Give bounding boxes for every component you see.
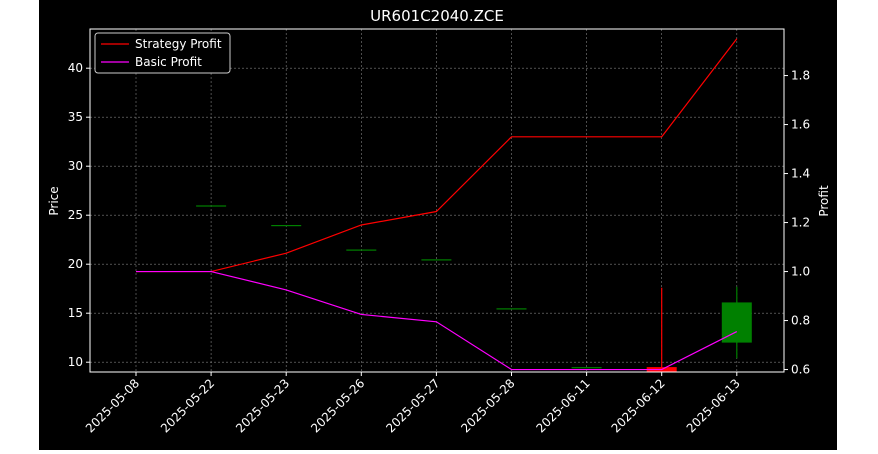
chart-title: UR601C2040.ZCE (370, 7, 504, 25)
legend: Strategy Profit Basic Profit (94, 32, 231, 74)
x-tick-label: 2025-05-22 (158, 376, 217, 435)
legend-box (94, 32, 231, 74)
y-left-tick-label: 40 (68, 61, 83, 75)
candle-body (571, 367, 602, 369)
y-right-tick-label: 0.6 (791, 363, 810, 377)
y-left-tick-label: 25 (68, 208, 83, 222)
candle-body (721, 302, 752, 343)
y-right-tick-label: 0.8 (791, 314, 810, 328)
candle-body (496, 308, 527, 310)
candle-body (421, 259, 452, 261)
y-right-tick-label: 1.8 (791, 69, 810, 83)
y-right-tick-label: 1.4 (791, 167, 810, 181)
legend-label-strategy: Strategy Profit (135, 37, 222, 51)
x-tick-label: 2025-06-12 (609, 376, 668, 435)
candle-body (271, 225, 302, 227)
legend-label-basic: Basic Profit (135, 55, 202, 69)
y-right-tick-label: 1.6 (791, 118, 810, 132)
y-left-tick-label: 15 (68, 306, 83, 320)
x-tick-label: 2025-05-27 (383, 376, 442, 435)
x-tick-label: 2025-05-23 (233, 376, 292, 435)
basic-profit-line (136, 270, 738, 371)
x-tick-label: 2025-05-08 (83, 376, 142, 435)
candle-body (196, 205, 227, 207)
left-axis-label: Price (47, 186, 61, 215)
y-left-tick-label: 20 (68, 257, 83, 271)
candle-body (346, 249, 377, 251)
y-right-tick-label: 1.2 (791, 216, 810, 230)
y-left-tick-label: 35 (68, 110, 83, 124)
plot-frame (89, 28, 785, 373)
y-left-tick-label: 30 (68, 159, 83, 173)
x-tick-label: 2025-05-26 (308, 376, 367, 435)
y-right-tick-label: 1.0 (791, 265, 810, 279)
grid-lines (90, 29, 784, 372)
series-lines (136, 38, 738, 371)
right-axis-label: Profit (817, 185, 831, 217)
x-tick-label: 2025-05-28 (458, 376, 517, 435)
chart-svg: UR601C2040.ZCE Price Profit 2025-05-08 20… (47, 7, 831, 435)
x-tick-label: 2025-06-11 (534, 376, 593, 435)
chart-figure: UR601C2040.ZCE Price Profit 2025-05-08 20… (39, 0, 837, 450)
x-tick-label: 2025-06-13 (684, 376, 743, 435)
y-left-tick-label: 10 (68, 355, 83, 369)
strategy-profit-line (136, 38, 738, 273)
